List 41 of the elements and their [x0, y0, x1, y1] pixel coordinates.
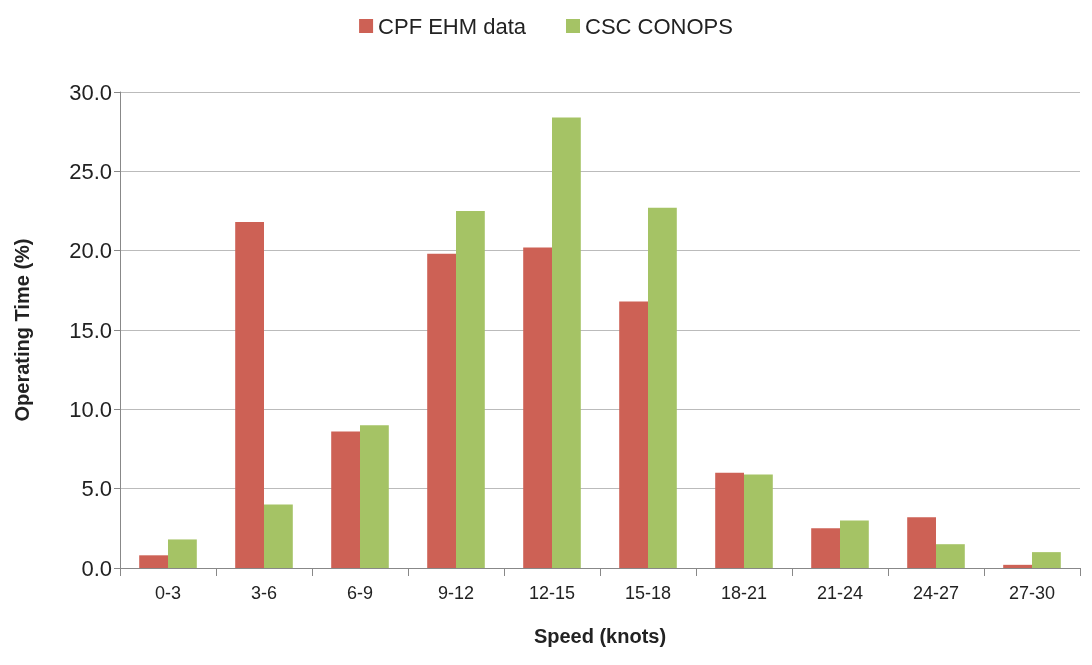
x-tick-label: 21-24: [816, 583, 864, 603]
bar: [235, 222, 264, 568]
x-tick-label: 24-27: [912, 583, 960, 603]
y-tick-label: 20.0: [69, 238, 112, 264]
bar: [648, 207, 677, 568]
y-tick-label: 0.0: [81, 555, 112, 581]
bar: [552, 117, 581, 568]
y-tick-label: 25.0: [69, 158, 112, 184]
bar: [1032, 552, 1061, 568]
x-tick-label: 6-9: [346, 583, 374, 603]
x-tick-label: 0-3: [154, 583, 182, 603]
y-axis-title: Operating Time (%): [11, 238, 33, 422]
bar: [840, 520, 869, 568]
bar: [936, 544, 965, 568]
legend-label: CSC CONOPS: [585, 13, 733, 39]
bar: [715, 472, 744, 568]
x-axis-title: Speed (knots): [533, 625, 667, 647]
y-tick-label: 5.0: [81, 476, 112, 502]
bar: [360, 425, 389, 568]
y-tick-label: 15.0: [69, 317, 112, 343]
bar: [619, 301, 648, 568]
bar: [427, 253, 456, 568]
bar: [811, 528, 840, 568]
x-tick-label: 3-6: [250, 583, 278, 603]
bar: [168, 539, 197, 568]
bar: [264, 504, 293, 568]
x-tick-label: 27-30: [1008, 583, 1056, 603]
bar: [331, 431, 360, 568]
bar: [907, 517, 936, 568]
x-tick-label: 9-12: [437, 583, 475, 603]
legend-label: CPF EHM data: [378, 13, 527, 39]
y-tick-label: 30.0: [69, 79, 112, 105]
bar: [139, 555, 168, 568]
x-tick-label: 18-21: [720, 583, 768, 603]
bar: [1003, 564, 1032, 568]
bar: [523, 247, 552, 568]
x-tick-label: 12-15: [528, 583, 576, 603]
y-tick-label: 10.0: [69, 396, 112, 422]
bar: [744, 474, 773, 568]
bar: [456, 211, 485, 568]
x-tick-label: 15-18: [624, 583, 672, 603]
